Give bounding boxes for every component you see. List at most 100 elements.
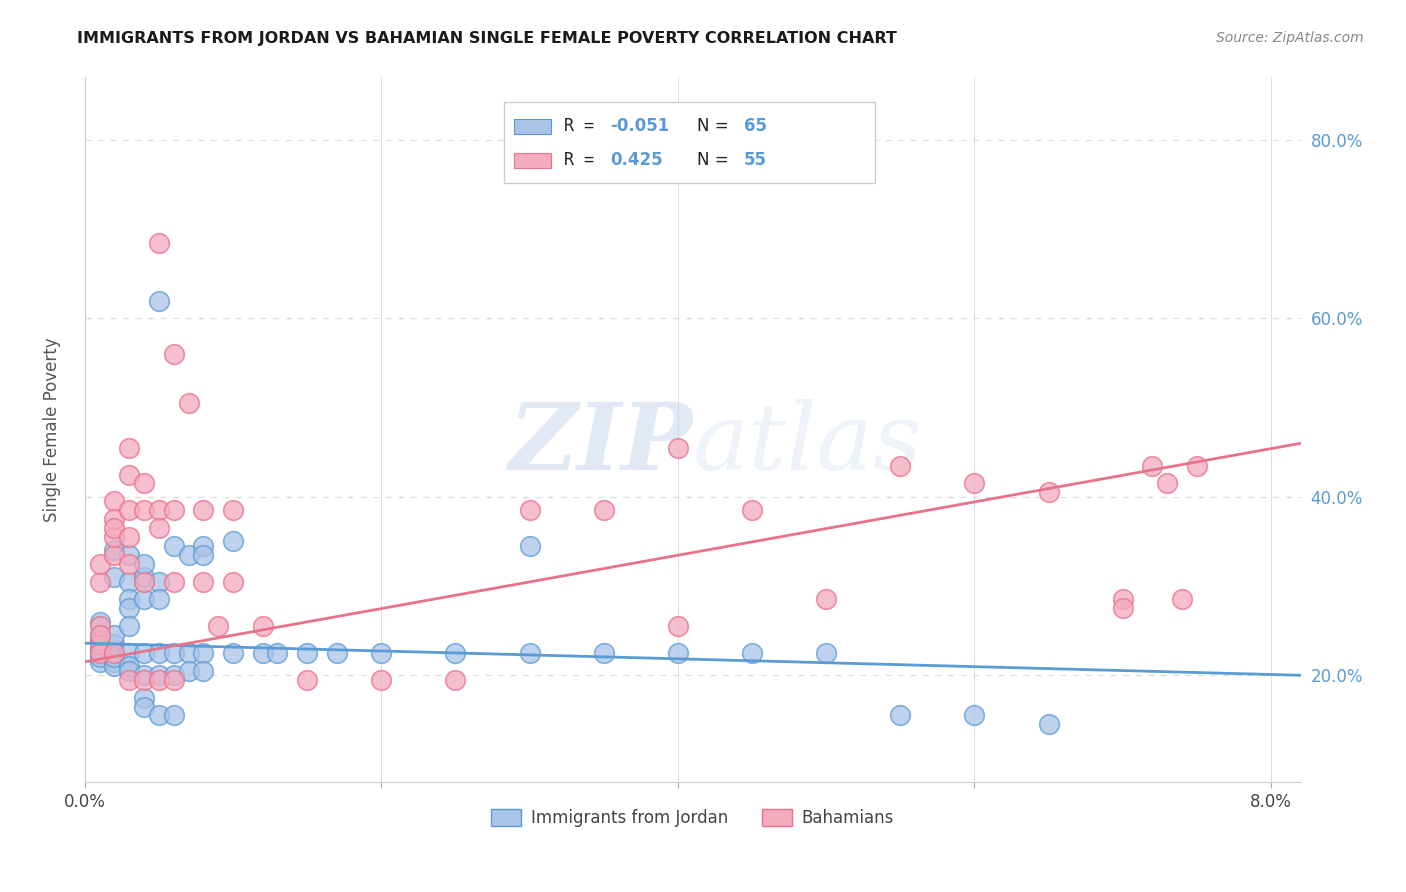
Point [207, 619, 229, 633]
Point [103, 646, 125, 660]
Text: R =: R = [564, 118, 603, 136]
Point [89, 628, 111, 642]
Point [103, 650, 125, 665]
Point [89, 628, 111, 642]
Text: -0.051: -0.051 [610, 118, 669, 136]
Point [1171, 592, 1194, 607]
Point [132, 673, 155, 687]
Point [193, 646, 215, 660]
Point [963, 708, 986, 723]
Legend: Immigrants from Jordan, Bahamians: Immigrants from Jordan, Bahamians [485, 803, 901, 834]
Point [177, 664, 200, 678]
Point [118, 548, 141, 562]
Point [592, 503, 614, 517]
Point [118, 646, 141, 660]
Text: ZIP: ZIP [509, 399, 693, 489]
Text: N =: N = [697, 152, 734, 169]
Point [118, 467, 141, 482]
Point [741, 503, 763, 517]
Point [132, 699, 155, 714]
Point [163, 574, 186, 589]
Point [103, 628, 125, 642]
Text: IMMIGRANTS FROM JORDAN VS BAHAMIAN SINGLE FEMALE POVERTY CORRELATION CHART: IMMIGRANTS FROM JORDAN VS BAHAMIAN SINGL… [77, 31, 897, 46]
Point [89, 641, 111, 656]
Point [103, 530, 125, 544]
Point [148, 574, 170, 589]
Point [222, 574, 245, 589]
Point [1156, 476, 1178, 491]
Point [889, 458, 911, 473]
Point [444, 673, 467, 687]
Point [666, 646, 689, 660]
Point [222, 646, 245, 660]
Point [118, 530, 141, 544]
Point [89, 637, 111, 651]
Point [193, 503, 215, 517]
FancyBboxPatch shape [515, 119, 551, 134]
Point [118, 592, 141, 607]
Point [132, 570, 155, 584]
Point [89, 557, 111, 571]
Point [132, 476, 155, 491]
Point [148, 592, 170, 607]
Point [295, 646, 318, 660]
Point [815, 646, 838, 660]
Point [1038, 717, 1060, 731]
Point [103, 521, 125, 535]
Point [163, 708, 186, 723]
Point [193, 539, 215, 553]
Point [89, 615, 111, 629]
Text: R =: R = [564, 152, 613, 169]
Point [118, 619, 141, 633]
Text: 0.425: 0.425 [610, 152, 662, 169]
Point [741, 646, 763, 660]
Point [89, 655, 111, 669]
Point [326, 646, 349, 660]
Point [370, 646, 392, 660]
Point [163, 673, 186, 687]
Point [266, 646, 288, 660]
Point [1038, 485, 1060, 500]
Point [177, 548, 200, 562]
Point [1142, 458, 1164, 473]
Text: 65: 65 [744, 118, 766, 136]
Point [148, 708, 170, 723]
Point [103, 655, 125, 669]
Point [519, 646, 541, 660]
Point [132, 503, 155, 517]
Point [163, 503, 186, 517]
Point [148, 503, 170, 517]
Point [132, 557, 155, 571]
Point [222, 534, 245, 549]
Point [444, 646, 467, 660]
Point [148, 646, 170, 660]
Point [252, 646, 274, 660]
Point [118, 664, 141, 678]
Point [89, 637, 111, 651]
Text: atlas: atlas [693, 399, 922, 489]
Point [103, 548, 125, 562]
Point [89, 650, 111, 665]
Point [295, 673, 318, 687]
Point [519, 539, 541, 553]
Point [1185, 458, 1208, 473]
Point [118, 673, 141, 687]
FancyBboxPatch shape [505, 102, 875, 183]
Point [177, 396, 200, 410]
Point [132, 668, 155, 682]
Point [89, 646, 111, 660]
Point [118, 601, 141, 615]
Point [519, 503, 541, 517]
Point [118, 441, 141, 455]
Point [89, 574, 111, 589]
FancyBboxPatch shape [515, 153, 551, 169]
Point [889, 708, 911, 723]
Point [1112, 601, 1135, 615]
Point [103, 494, 125, 508]
Point [118, 574, 141, 589]
Point [132, 646, 155, 660]
Point [148, 668, 170, 682]
Point [103, 543, 125, 558]
Point [815, 592, 838, 607]
Point [103, 659, 125, 673]
